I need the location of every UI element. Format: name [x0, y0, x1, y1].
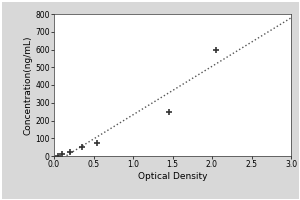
Y-axis label: Concentration(ng/mL): Concentration(ng/mL) — [23, 35, 32, 135]
X-axis label: Optical Density: Optical Density — [138, 172, 207, 181]
